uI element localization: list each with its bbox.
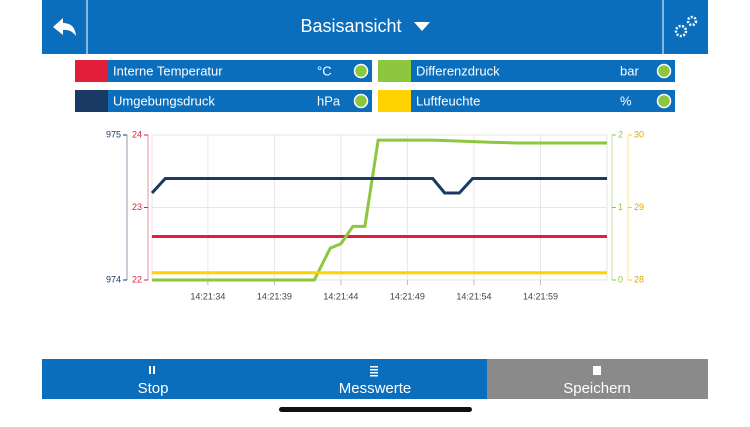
- list-icon: [370, 366, 378, 377]
- y-tick-label: 2: [618, 129, 623, 139]
- dropdown-icon[interactable]: [414, 22, 430, 31]
- save-icon: [593, 366, 601, 375]
- y-tick-label: 23: [132, 202, 142, 212]
- legend-item: [75, 60, 372, 82]
- legend-item: [378, 60, 675, 82]
- legend-swatch: [378, 60, 411, 82]
- home-indicator: [279, 407, 472, 412]
- legend-unit: bar: [620, 63, 639, 78]
- legend-name: Luftfeuchte: [416, 93, 480, 108]
- y-tick-label: 22: [132, 274, 142, 284]
- plot: 14:21:34 14:21:39 14:21:44 14:21:49 14:21:54…: [106, 129, 644, 301]
- button-label[interactable]: Speichern: [563, 380, 631, 397]
- pause-icon: [149, 366, 151, 374]
- y-tick-label: 29: [634, 202, 644, 212]
- status-dot: [353, 93, 369, 109]
- legend-unit: %: [620, 93, 632, 108]
- speichern-button[interactable]: [487, 359, 708, 399]
- y-tick-label: 30: [634, 129, 644, 139]
- x-tick-label: 14:21:34: [190, 291, 225, 301]
- series-line: [152, 138, 607, 282]
- header-bar: [42, 0, 708, 54]
- y-tick-label: 0: [618, 274, 623, 284]
- legend-name: Interne Temperatur: [113, 63, 223, 78]
- x-tick-label: 14:21:39: [257, 291, 292, 301]
- legend-swatch: [75, 60, 108, 82]
- button-label[interactable]: Messwerte: [339, 380, 412, 397]
- legend-item: [75, 90, 372, 112]
- stop-button[interactable]: [42, 359, 264, 399]
- x-tick-label: 14:21:59: [523, 291, 558, 301]
- x-tick-label: 14:21:54: [456, 291, 491, 301]
- y-tick-label: 24: [132, 129, 142, 139]
- status-dot: [656, 93, 672, 109]
- header-title[interactable]: Basisansicht: [300, 16, 401, 36]
- y-tick-label: 975: [106, 129, 121, 139]
- legend-name: Differenzdruck: [416, 63, 500, 78]
- x-tick-label: 14:21:49: [390, 291, 425, 301]
- legend-swatch: [75, 90, 108, 112]
- legend-name: Umgebungsdruck: [113, 93, 215, 108]
- y-tick-label: 974: [106, 274, 121, 284]
- back-button[interactable]: [42, 0, 87, 54]
- status-dot: [656, 63, 672, 79]
- series-line: [150, 177, 607, 195]
- status-dot: [353, 63, 369, 79]
- y-tick-label: 1: [618, 202, 623, 212]
- legend: Interne Temperatur °C Differenzdruck bar Umg…: [75, 60, 675, 112]
- pause-icon: [153, 366, 155, 374]
- y-tick-label: 28: [634, 274, 644, 284]
- legend-unit: °C: [317, 63, 332, 78]
- button-label[interactable]: Stop: [138, 380, 169, 397]
- settings-button[interactable]: [674, 15, 698, 38]
- footer: Stop Messwerte Speichern: [42, 359, 708, 399]
- messwerte-button[interactable]: [264, 359, 487, 399]
- legend-item: [378, 90, 675, 112]
- legend-unit: hPa: [317, 93, 341, 108]
- x-tick-label: 14:21:44: [323, 291, 358, 301]
- legend-swatch: [378, 90, 411, 112]
